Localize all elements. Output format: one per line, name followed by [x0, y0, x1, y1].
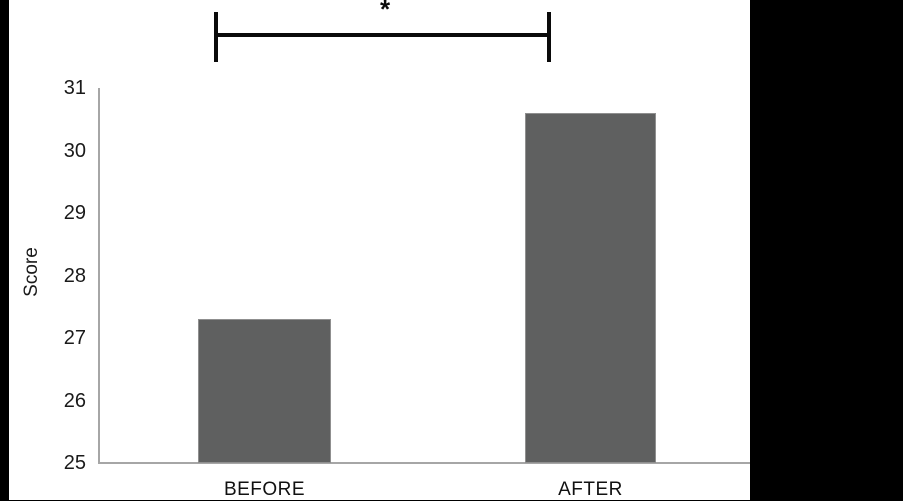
x-axis-line [98, 462, 756, 464]
plot-area: * Score 25 26 27 28 29 30 31 BEFORE AFTER [9, 0, 756, 500]
y-axis-tick-label: 28 [63, 264, 86, 287]
bar-before [198, 319, 331, 463]
y-axis-tick-label: 29 [63, 202, 86, 224]
y-axis-tick-label: 25 [63, 452, 86, 474]
right-black-panel [750, 0, 903, 501]
y-axis-tick-label: 26 [63, 389, 86, 412]
y-axis-line [98, 88, 100, 463]
bar-after [525, 113, 656, 463]
significance-bracket-line [216, 33, 550, 37]
y-axis-tick-label: 31 [63, 77, 86, 99]
x-axis-label-before: BEFORE [223, 479, 306, 500]
y-axis-tick-label: 27 [63, 327, 86, 349]
significance-bracket-right-tick [547, 12, 551, 62]
significance-bracket-left-tick [214, 12, 218, 62]
y-axis-tick-label: 30 [63, 139, 86, 162]
x-axis-label-after: AFTER [558, 479, 623, 500]
significance-asterisk: * [379, 0, 391, 24]
